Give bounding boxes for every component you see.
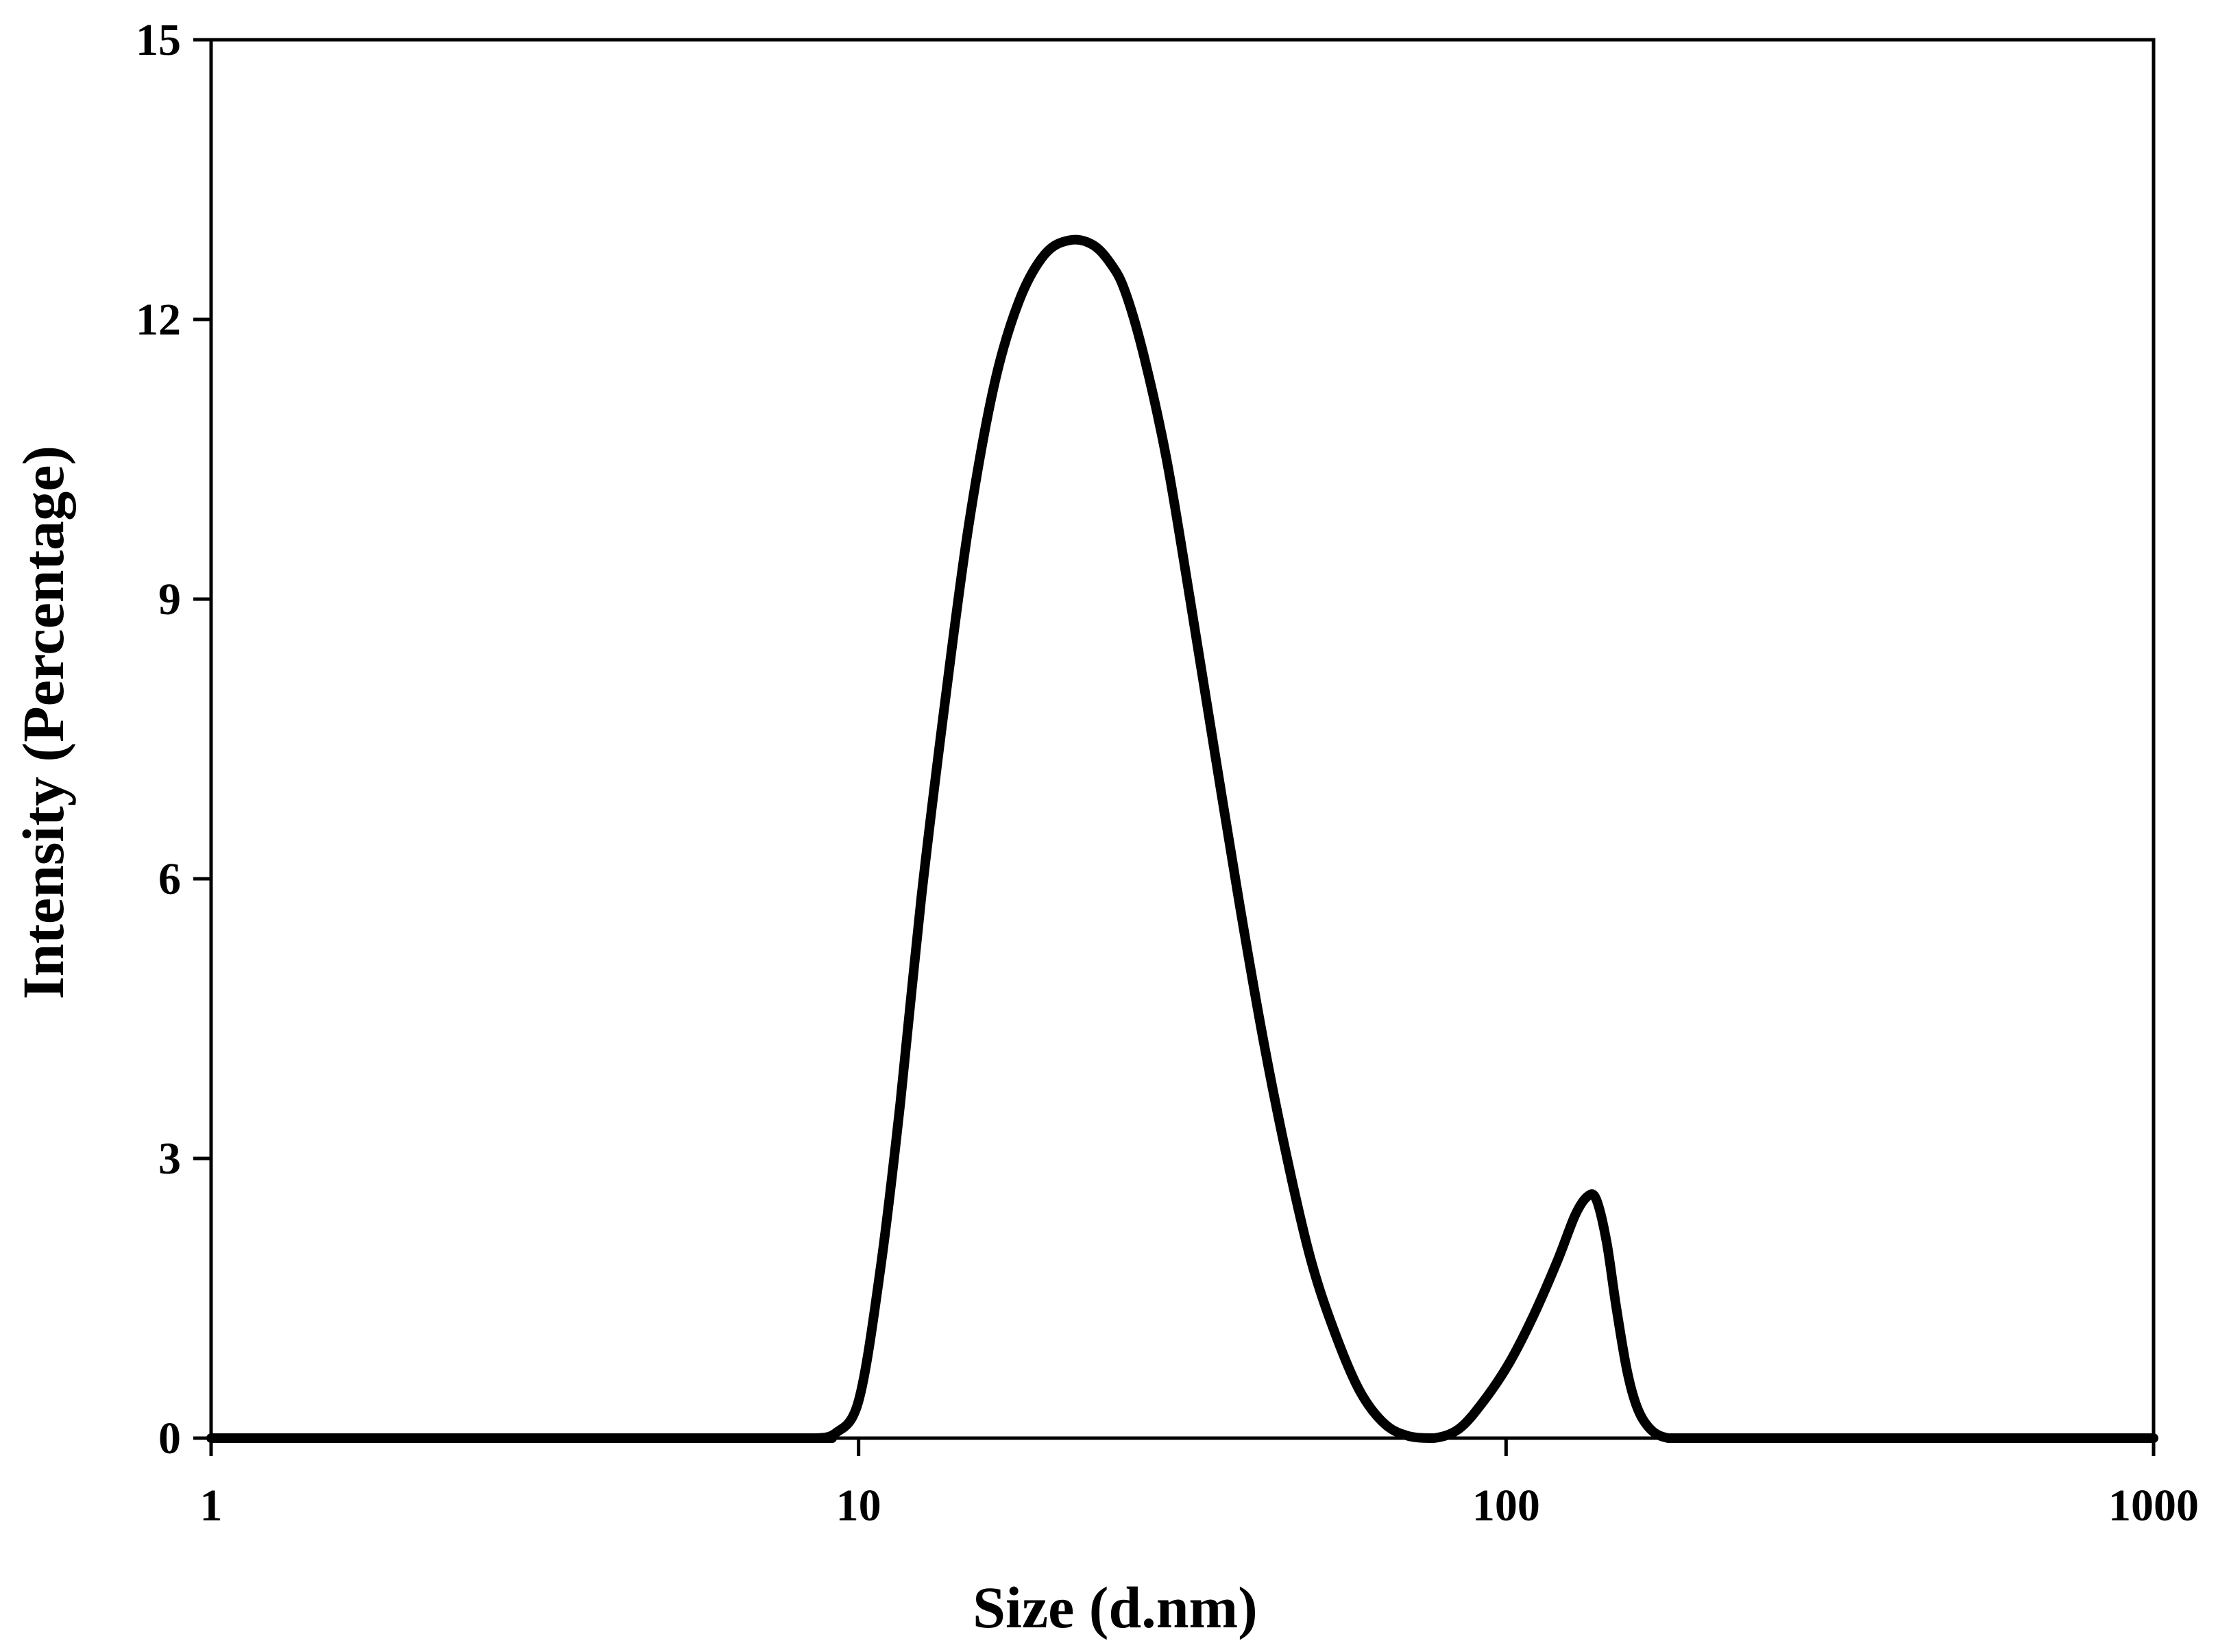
- y-tick-label: 0: [158, 1413, 181, 1463]
- x-tick-label: 1000: [2108, 1481, 2199, 1531]
- series-line: [206, 234, 2158, 1444]
- x-tick-label: 10: [836, 1481, 881, 1531]
- y-tick-label: 6: [158, 854, 181, 904]
- x-axis-ticks: 1 10 100 1000: [200, 1438, 2199, 1531]
- y-tick-label: 12: [136, 295, 181, 345]
- y-axis-ticks: 0 3 6 9 12 15: [136, 15, 211, 1463]
- plot-border: [209, 38, 2156, 1440]
- y-tick-label: 3: [158, 1134, 181, 1184]
- x-axis-title: Size (d.nm): [973, 1575, 1258, 1640]
- x-tick-label: 1: [200, 1481, 223, 1531]
- y-tick-label: 9: [158, 574, 181, 624]
- x-tick-label: 100: [1472, 1481, 1540, 1531]
- plot-frame: [209, 38, 2156, 1440]
- y-axis-title: Intensity (Percentage): [10, 446, 76, 999]
- y-tick-label: 15: [136, 15, 181, 65]
